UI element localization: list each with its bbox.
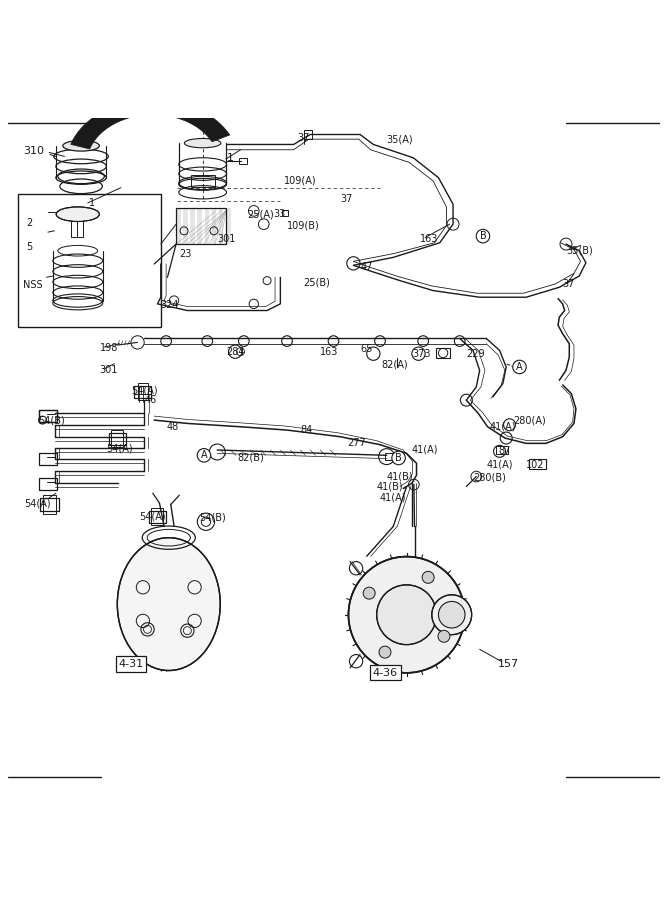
Text: 301: 301 [99, 365, 118, 375]
Bar [18, 194, 161, 327]
Text: 163: 163 [320, 346, 339, 356]
Text: 280(B): 280(B) [473, 472, 506, 483]
Text: 37: 37 [563, 279, 575, 289]
Text: 54(A): 54(A) [25, 498, 51, 508]
Text: 157: 157 [498, 659, 520, 669]
Bar [71, 220, 83, 238]
Text: 41(A): 41(A) [486, 460, 513, 470]
Text: 84: 84 [300, 425, 313, 435]
Text: 41(A): 41(A) [490, 422, 516, 432]
Ellipse shape [63, 140, 99, 151]
Text: 198: 198 [99, 344, 118, 354]
Polygon shape [71, 100, 229, 149]
Text: 25(A): 25(A) [247, 209, 274, 220]
Text: 87: 87 [498, 446, 511, 456]
Bar [496, 446, 508, 454]
Text: 23: 23 [179, 249, 192, 259]
Bar [436, 347, 450, 358]
Text: 54(A): 54(A) [139, 511, 166, 521]
Ellipse shape [377, 585, 436, 644]
Text: 37: 37 [340, 194, 353, 204]
Text: 280(A): 280(A) [513, 415, 546, 425]
Text: 41(A): 41(A) [412, 445, 438, 455]
Text: B: B [480, 231, 486, 241]
Text: 25(B): 25(B) [303, 277, 330, 288]
Text: 41(B): 41(B) [387, 472, 414, 482]
Bar [281, 210, 288, 216]
Text: 229: 229 [466, 348, 485, 359]
Ellipse shape [117, 537, 220, 670]
Text: 301: 301 [217, 234, 235, 244]
Text: 277: 277 [347, 438, 366, 448]
Circle shape [364, 587, 375, 599]
Text: A: A [516, 362, 523, 372]
Ellipse shape [438, 601, 465, 628]
Bar [530, 459, 546, 469]
Circle shape [379, 646, 391, 658]
Text: 5: 5 [27, 242, 33, 252]
Ellipse shape [56, 207, 99, 221]
Text: 310: 310 [23, 146, 45, 156]
Bar [134, 386, 151, 398]
Text: 33: 33 [273, 209, 286, 220]
Bar [39, 410, 57, 422]
Text: B: B [396, 453, 402, 463]
Ellipse shape [348, 556, 465, 673]
Text: 47: 47 [360, 262, 372, 273]
Text: 41(A): 41(A) [380, 493, 406, 503]
Text: 373: 373 [412, 348, 430, 359]
Bar [303, 130, 311, 140]
Text: 163: 163 [420, 234, 438, 244]
Bar [191, 175, 215, 187]
Text: 82(B): 82(B) [237, 453, 264, 463]
Text: NSS: NSS [23, 280, 42, 291]
Text: 2: 2 [27, 218, 33, 228]
Circle shape [438, 630, 450, 643]
Text: 54(A): 54(A) [131, 385, 157, 395]
Ellipse shape [184, 139, 221, 148]
Ellipse shape [432, 595, 472, 634]
Text: 54(B): 54(B) [199, 513, 226, 523]
Bar [386, 454, 396, 460]
Bar [39, 454, 57, 465]
Text: 4-36: 4-36 [373, 668, 398, 678]
Text: 109(B): 109(B) [287, 220, 319, 230]
Text: 54(A): 54(A) [106, 443, 133, 453]
Bar [39, 478, 57, 490]
Text: 46: 46 [144, 395, 157, 405]
Bar [40, 498, 59, 511]
Text: A: A [201, 450, 207, 460]
Text: 4-31: 4-31 [118, 659, 143, 669]
Text: 41(B): 41(B) [377, 482, 404, 491]
Bar [176, 208, 226, 244]
Text: 1: 1 [89, 198, 95, 208]
Text: 284: 284 [226, 346, 244, 356]
Bar [151, 508, 163, 525]
Text: 35(A): 35(A) [387, 134, 414, 144]
Text: 109(A): 109(A) [283, 176, 316, 186]
Text: 65: 65 [360, 344, 372, 354]
Bar [43, 495, 56, 514]
Text: 82(A): 82(A) [382, 360, 408, 370]
Bar [137, 382, 147, 400]
Text: 48: 48 [166, 422, 178, 432]
Text: 102: 102 [526, 460, 545, 470]
Text: 324: 324 [161, 301, 179, 310]
Bar [39, 410, 57, 422]
Bar [149, 511, 166, 523]
Bar [111, 430, 123, 447]
Text: 35(B): 35(B) [566, 246, 593, 256]
Bar [109, 433, 126, 445]
Text: 54(B): 54(B) [38, 415, 65, 425]
Text: 37: 37 [297, 133, 309, 143]
Circle shape [422, 572, 434, 583]
Bar [239, 158, 247, 165]
Text: 1: 1 [227, 153, 234, 163]
